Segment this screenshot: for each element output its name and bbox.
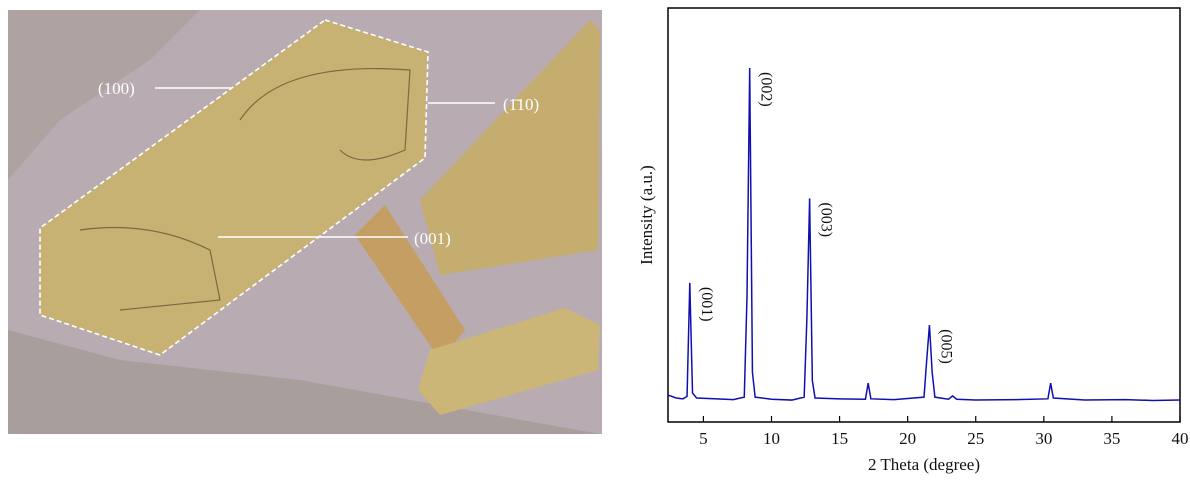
peak-label: (001) — [698, 287, 715, 322]
x-tick-label: 30 — [1035, 429, 1052, 448]
facet-label: (001) — [414, 229, 451, 248]
x-axis-label: 2 Theta (degree) — [868, 455, 980, 474]
figure: (100) (1̄10) (001) 2 Theta (degree) Inte… — [0, 0, 1190, 478]
facet-label: (100) — [98, 79, 135, 98]
x-tick-label: 15 — [831, 429, 848, 448]
x-tick-label: 5 — [699, 429, 708, 448]
x-tick-label: 10 — [763, 429, 780, 448]
micrograph: (100) (1̄10) (001) — [8, 10, 602, 434]
x-tick-label: 35 — [1103, 429, 1120, 448]
chart: 2 Theta (degree) Intensity (a.u.) 5 10 15 2… — [637, 8, 1189, 474]
data-line — [668, 68, 1180, 400]
x-tick-label: 20 — [899, 429, 916, 448]
y-axis-label: Intensity (a.u.) — [637, 165, 656, 265]
facet-label: (1̄10) — [503, 95, 539, 114]
peak-label: (003) — [818, 202, 835, 237]
peak-label: (005) — [937, 329, 954, 364]
x-tick-label: 25 — [967, 429, 984, 448]
x-tick-label: 40 — [1172, 429, 1189, 448]
peak-label: (002) — [758, 72, 775, 107]
